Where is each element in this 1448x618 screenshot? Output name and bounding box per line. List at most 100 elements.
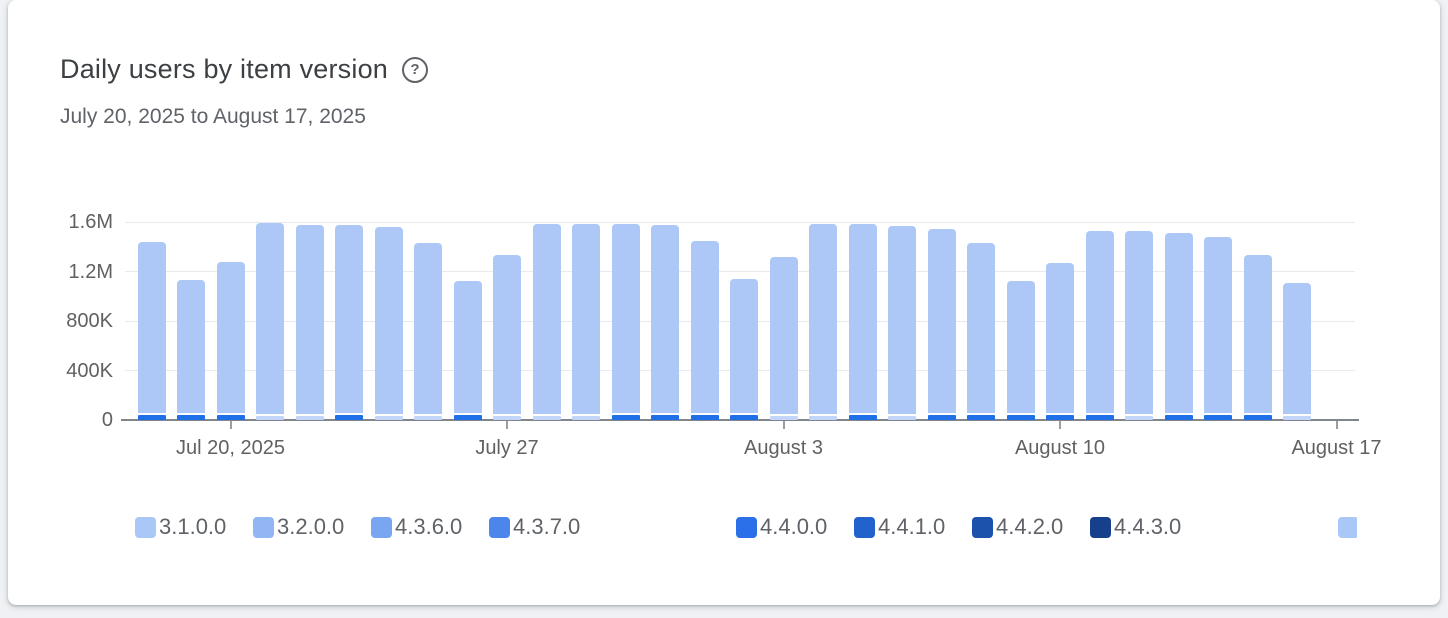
- bar-body-segment: [295, 225, 324, 414]
- bar-base-segment: [927, 415, 956, 420]
- chart-bar-aug-3[interactable]: [769, 257, 798, 420]
- bar-body-segment: [572, 224, 600, 414]
- chart-bar-aug-15[interactable]: [1243, 255, 1272, 420]
- bar-base-segment: [1204, 415, 1232, 420]
- chart-bar-aug-6[interactable]: [888, 226, 916, 420]
- x-axis-tick-mark: [229, 421, 232, 429]
- bar-base-segment: [1125, 416, 1153, 420]
- chart-bar-jul-20[interactable]: [216, 261, 245, 420]
- bar-base-segment: [848, 415, 877, 420]
- bar-body-segment: [1046, 263, 1074, 414]
- bar-base-segment: [888, 416, 916, 420]
- chart-bar-jul-18[interactable]: [137, 241, 166, 420]
- bar-base-segment: [177, 415, 205, 420]
- chart-bar-jul-27[interactable]: [493, 255, 521, 420]
- legend-item-4.3.7.0[interactable]: 4.3.7.0: [489, 512, 580, 542]
- bar-body-segment: [888, 226, 916, 414]
- bar-base-segment: [1243, 415, 1272, 420]
- legend-swatch-icon: [371, 516, 392, 538]
- legend-swatch-icon: [1090, 516, 1111, 538]
- legend-item-4.4.1.0[interactable]: 4.4.1.0: [854, 512, 945, 542]
- bar-body-segment: [1006, 281, 1035, 414]
- chart-bar-aug-13[interactable]: [1164, 233, 1193, 420]
- bar-base-segment: [453, 415, 482, 420]
- y-axis-tick-label: 1.2M: [68, 260, 113, 283]
- chart-bar-aug-10[interactable]: [1046, 263, 1074, 420]
- bar-body-segment: [137, 241, 166, 414]
- chart-bar-aug-12[interactable]: [1125, 231, 1153, 420]
- x-axis-tick-label: Jul 20, 2025: [176, 437, 285, 459]
- legend-label: 4.3.7.0: [513, 514, 581, 539]
- legend-label: 4.4.1.0: [878, 514, 946, 539]
- bar-body-segment: [1283, 282, 1311, 414]
- legend-item-4.4.0.0[interactable]: 4.4.0.0: [736, 512, 827, 542]
- chart-bar-jul-25[interactable]: [414, 243, 442, 420]
- bar-body-segment: [611, 224, 640, 414]
- chart-bar-aug-4[interactable]: [809, 224, 837, 420]
- bar-body-segment: [1204, 237, 1232, 414]
- chart-legend: 3.1.0.0 3.2.0.0 4.3.6.0 4.3.7.0 4.4.0.0 4.4.1…: [8, 508, 1357, 546]
- bar-body-segment: [414, 243, 442, 414]
- x-axis-tick-label: August 3: [744, 437, 823, 459]
- legend-swatch-icon: [854, 516, 875, 538]
- chart-bar-jul-31[interactable]: [651, 225, 679, 420]
- bar-body-segment: [1125, 231, 1153, 414]
- x-axis-tick-mark: [1059, 421, 1061, 429]
- bar-base-segment: [335, 415, 363, 420]
- y-axis-tick-label: 1.6M: [68, 211, 113, 233]
- chart-bar-aug-14[interactable]: [1204, 237, 1232, 420]
- bar-base-segment: [1006, 415, 1035, 420]
- legend-swatch-icon: [1338, 516, 1357, 538]
- bar-body-segment: [532, 224, 561, 414]
- chart-bar-jul-29[interactable]: [572, 224, 600, 420]
- bar-base-segment: [256, 416, 284, 420]
- y-gridline: [125, 271, 1355, 272]
- legend-swatch-icon: [135, 516, 156, 538]
- legend-item-3.1.0.0[interactable]: 3.1.0.0: [135, 512, 226, 542]
- chart-bar-aug-5[interactable]: [848, 224, 877, 420]
- help-icon[interactable]: ?: [402, 56, 429, 83]
- legend-swatch-icon: [489, 516, 510, 538]
- chart-bar-aug-2[interactable]: [730, 278, 758, 420]
- bar-base-segment: [295, 416, 324, 420]
- x-axis-tick-label: July 27: [475, 437, 539, 459]
- legend-item-4.4.3.0[interactable]: 4.4.3.0: [1090, 512, 1181, 542]
- bar-base-segment: [572, 416, 600, 420]
- legend-item-4.4.2.0[interactable]: 4.4.2.0: [972, 512, 1063, 542]
- legend-item-clipped[interactable]: [1338, 512, 1357, 542]
- bar-base-segment: [137, 415, 166, 420]
- bar-base-segment: [374, 416, 403, 420]
- x-axis-tick-label: August 10: [1014, 437, 1106, 459]
- chart-bar-jul-24[interactable]: [374, 226, 403, 420]
- legend-item-3.2.0.0[interactable]: 3.2.0.0: [253, 512, 344, 542]
- legend-item-4.3.6.0[interactable]: 4.3.6.0: [371, 512, 462, 542]
- chart-bar-jul-30[interactable]: [611, 224, 640, 420]
- bar-body-segment: [256, 223, 284, 414]
- bar-chart-plot-area: 1.6M 1.2M 800K 400K 0 Jul 20, 2025 July 27 Augu…: [66, 211, 1381, 459]
- x-axis-tick-mark: [782, 421, 785, 429]
- chart-bar-aug-7[interactable]: [927, 229, 956, 420]
- x-axis-line: [121, 419, 1359, 421]
- chart-bar-jul-28[interactable]: [532, 224, 561, 420]
- bar-body-segment: [967, 243, 995, 414]
- bar-body-segment: [493, 255, 521, 414]
- chart-bar-jul-23[interactable]: [335, 225, 363, 420]
- chart-bar-jul-21[interactable]: [256, 223, 284, 420]
- legend-label: 4.4.2.0: [996, 514, 1064, 539]
- page-title: Daily users by item version: [60, 54, 389, 84]
- bar-base-segment: [1164, 415, 1193, 420]
- y-axis-tick-label: 0: [101, 409, 113, 431]
- legend-label: 3.1.0.0: [159, 514, 227, 539]
- chart-bar-aug-1[interactable]: [690, 240, 719, 420]
- chart-bar-aug-11[interactable]: [1085, 231, 1114, 420]
- chart-bar-aug-9[interactable]: [1006, 281, 1035, 420]
- bar-body-segment: [809, 224, 837, 414]
- chart-bar-jul-19[interactable]: [177, 280, 205, 420]
- chart-bar-aug-8[interactable]: [967, 243, 995, 420]
- chart-bar-aug-16[interactable]: [1283, 282, 1311, 420]
- legend-swatch-icon: [972, 516, 993, 538]
- bar-base-segment: [493, 416, 521, 420]
- bar-body-segment: [769, 257, 798, 414]
- chart-bar-jul-26[interactable]: [453, 281, 482, 420]
- chart-bar-jul-22[interactable]: [295, 225, 324, 420]
